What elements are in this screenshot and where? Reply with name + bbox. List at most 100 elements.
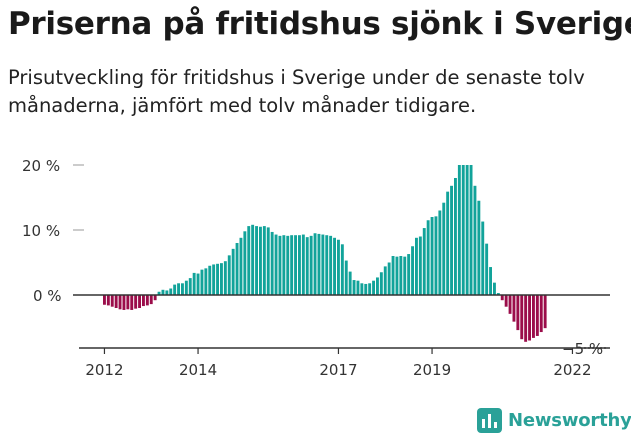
bar [216,263,219,295]
bar [340,244,344,295]
bar [239,237,243,295]
bar [251,224,255,295]
bar [430,217,434,295]
bar [157,291,161,295]
bar [247,226,251,295]
bar [360,283,364,295]
bar [298,235,301,295]
bar [259,226,262,295]
bar [138,295,141,308]
bar [489,267,492,295]
bar [508,295,512,314]
bar [465,165,469,295]
bar [270,231,274,295]
newsworthy-logo-icon [477,408,502,433]
bar [516,295,520,331]
chart-title: Priserna på fritidshus sjönk i Sverige [8,6,631,42]
bar [212,264,216,295]
bar [411,246,414,295]
bar [103,295,106,305]
bar [255,226,258,295]
bar [169,288,173,295]
bar [461,165,465,295]
bar [454,178,457,295]
bar [286,235,290,295]
brand-logo[interactable]: Newsworthy [477,408,631,433]
bar [114,295,118,308]
bar [379,272,383,295]
y-tick-marks [73,164,84,231]
bar [520,295,524,340]
x-tick-label: 2019 [413,361,451,379]
bar [325,235,329,295]
bar [364,283,368,295]
bar [243,231,247,295]
bar [348,271,352,295]
bar [376,277,379,295]
bar [184,280,188,295]
bar [153,295,157,301]
bar [399,256,403,295]
bar [372,280,375,295]
bar [149,295,153,305]
bar [208,265,212,295]
bar [321,234,325,295]
bar [235,243,239,295]
bar [329,235,333,295]
bar [528,295,531,341]
bar [313,233,317,295]
bar [485,243,489,295]
bar [106,295,110,306]
bar [344,260,348,295]
bar [477,200,481,295]
brand-name: Newsworthy [508,410,631,431]
bar [142,295,145,307]
bar [333,237,336,295]
bar [317,233,321,295]
bar [122,295,126,310]
bar [200,269,204,295]
x-tick-label: 2012 [85,361,123,379]
bar [188,278,192,295]
bar [403,256,407,295]
bar-chart: 20 % 10 % 0 % 201220142017201920222024 −… [22,157,610,379]
bar [110,295,114,307]
bar [227,255,231,295]
bar [196,273,200,295]
bar [165,290,169,295]
bar [496,293,500,295]
bar [532,295,535,338]
bar [177,283,180,295]
bar [126,295,130,310]
bar [145,295,149,306]
bar [415,237,418,295]
bars-group [103,165,547,342]
chart-subtitle: Prisutveckling för fritidshus i Sverige … [8,66,585,117]
bar [118,295,122,310]
bar [539,295,543,333]
bar [309,235,313,295]
bar [469,165,473,295]
bar [278,235,282,295]
bar [368,283,372,295]
bar [442,202,446,295]
y-axis-ticks: 20 % 10 % 0 % [22,157,62,305]
y-tick-label: 10 % [22,222,60,240]
y-tick-label: 20 % [22,157,60,175]
bar [481,221,485,295]
bar [223,261,227,295]
bar [504,295,508,307]
bar [391,256,395,295]
bar [220,263,223,295]
bar [500,295,504,301]
bar [395,256,399,295]
bar [130,295,134,310]
bar [294,235,297,295]
bar [493,282,496,295]
bar [535,295,539,336]
bar [290,235,294,295]
bar [418,236,422,295]
bar [204,268,208,295]
bar [543,295,547,329]
bar [524,295,528,342]
